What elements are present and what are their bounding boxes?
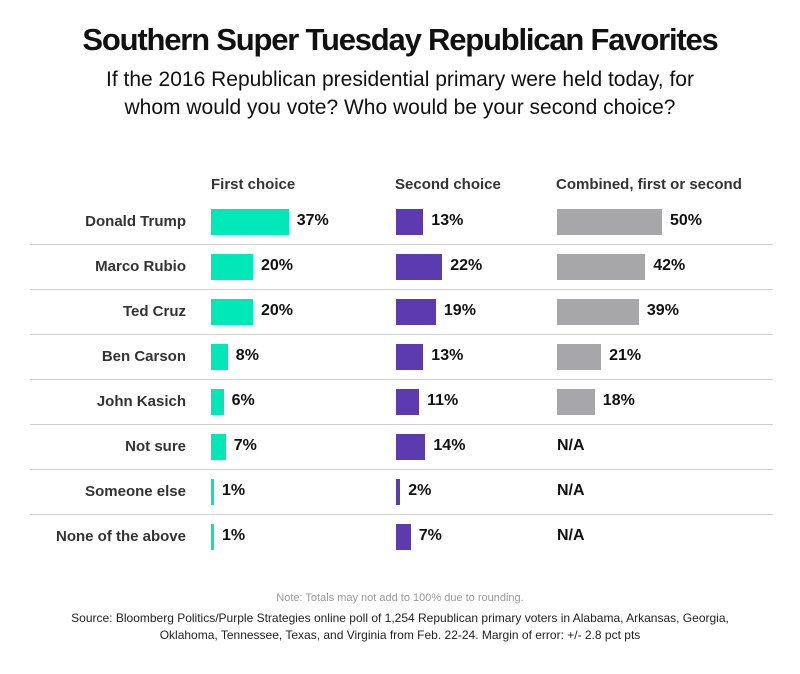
value-label-combined-marco-rubio: 42% [653, 257, 686, 274]
bar-second-ted-cruz [396, 299, 436, 325]
value-label-second-someone-else: 2% [408, 482, 432, 499]
row-label-ben-carson: Ben Carson [101, 348, 186, 365]
bar-combined-ted-cruz [557, 299, 639, 325]
value-label-combined-donald-trump: 50% [670, 212, 703, 229]
row-label-not-sure: Not sure [125, 438, 186, 455]
value-label-second-john-kasich: 11% [427, 392, 459, 409]
column-header-second-choice: Second choice [395, 176, 501, 193]
value-label-combined-ben-carson: 21% [609, 347, 642, 364]
value-label-combined-someone-else: N/A [557, 482, 585, 499]
bar-second-donald-trump [396, 209, 424, 235]
value-label-second-ted-cruz: 19% [443, 302, 476, 319]
value-label-first-not-sure: 7% [233, 437, 257, 454]
bar-first-someone-else [211, 479, 214, 505]
bar-second-someone-else [396, 479, 401, 505]
row-divider [30, 244, 773, 245]
bar-first-not-sure [211, 434, 226, 460]
bar-first-john-kasich [211, 389, 224, 415]
value-label-first-ben-carson: 8% [235, 347, 259, 364]
row-divider [30, 379, 773, 380]
value-label-combined-ted-cruz: 39% [646, 302, 679, 319]
value-label-first-marco-rubio: 20% [261, 257, 294, 274]
value-label-first-donald-trump: 37% [296, 212, 329, 229]
value-label-first-someone-else: 1% [222, 482, 246, 499]
row-divider [30, 289, 773, 290]
bar-combined-ben-carson [557, 344, 602, 370]
value-label-second-ben-carson: 13% [431, 347, 464, 364]
row-divider [30, 334, 773, 335]
value-label-first-john-kasich: 6% [231, 392, 255, 409]
bar-first-ted-cruz [211, 299, 253, 325]
value-label-first-ted-cruz: 20% [261, 302, 294, 319]
value-label-combined-not-sure: N/A [557, 437, 585, 454]
bar-second-marco-rubio [396, 254, 443, 280]
row-divider [30, 424, 773, 425]
row-label-marco-rubio: Marco Rubio [95, 258, 186, 275]
bar-combined-john-kasich [557, 389, 595, 415]
bar-first-ben-carson [211, 344, 228, 370]
value-label-second-not-sure: 14% [433, 437, 466, 454]
bar-first-none-of-the-above [211, 524, 214, 550]
source-text: Source: Bloomberg Politics/Purple Strate… [35, 610, 765, 644]
row-divider [30, 514, 773, 515]
bar-second-ben-carson [396, 344, 424, 370]
source-line-2: Oklahoma, Tennessee, Texas, and Virginia… [159, 628, 641, 642]
row-label-someone-else: Someone else [85, 483, 186, 500]
value-label-first-none-of-the-above: 1% [222, 527, 246, 544]
row-label-john-kasich: John Kasich [96, 393, 186, 410]
bar-second-none-of-the-above [396, 524, 411, 550]
row-label-none-of-the-above: None of the above [55, 528, 186, 545]
source-line-1: Source: Bloomberg Politics/Purple Strate… [71, 611, 729, 625]
value-label-second-marco-rubio: 22% [450, 257, 483, 274]
row-label-ted-cruz: Ted Cruz [122, 303, 186, 320]
row-divider [30, 469, 773, 470]
bar-first-marco-rubio [211, 254, 253, 280]
chart-subtitle: If the 2016 Republican presidential prim… [106, 68, 694, 119]
value-label-combined-none-of-the-above: N/A [557, 527, 585, 544]
bar-second-not-sure [396, 434, 426, 460]
row-label-donald-trump: Donald Trump [85, 213, 186, 230]
rounding-note: Note: Totals may not add to 100% due to … [276, 592, 524, 604]
column-header-combined: Combined, first or second [556, 176, 742, 193]
value-label-second-donald-trump: 13% [431, 212, 464, 229]
bar-first-donald-trump [211, 209, 289, 235]
value-label-second-none-of-the-above: 7% [418, 527, 442, 544]
bar-combined-marco-rubio [557, 254, 646, 280]
column-header-first-choice: First choice [211, 176, 296, 193]
chart-title: Southern Super Tuesday Republican Favori… [82, 22, 718, 57]
bar-second-john-kasich [396, 389, 420, 415]
value-label-combined-john-kasich: 18% [602, 392, 635, 409]
bar-combined-donald-trump [557, 209, 662, 235]
